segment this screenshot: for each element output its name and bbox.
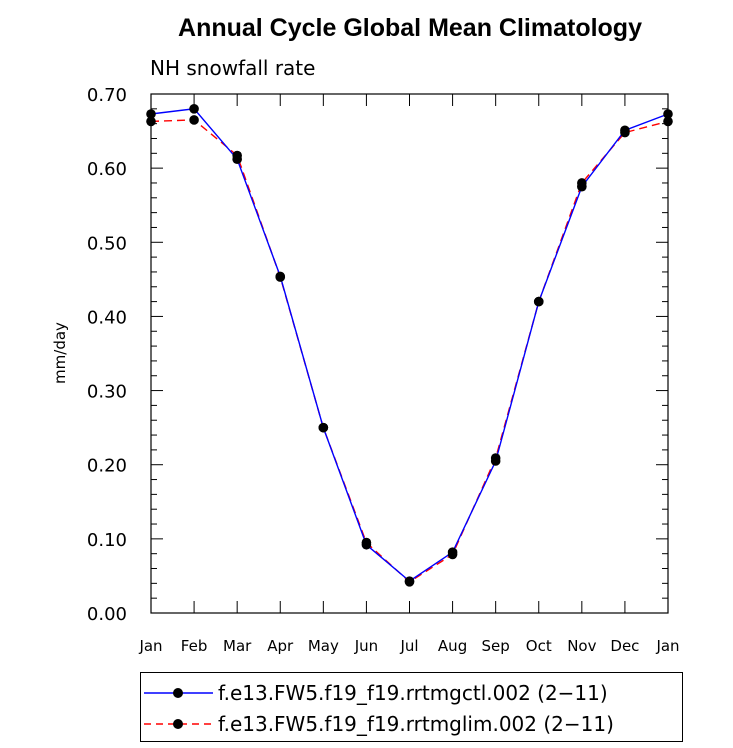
series-line-1 (150, 119, 669, 583)
data-point-s0 (146, 109, 156, 119)
series-group (146, 104, 673, 587)
x-tick-label: Mar (223, 637, 252, 655)
data-point-s1 (663, 116, 673, 127)
x-tick-label: Aug (438, 637, 467, 655)
y-tick-label: 0.70 (87, 85, 127, 106)
y-tick-label: 0.20 (87, 456, 127, 477)
data-point-s1 (620, 127, 630, 138)
x-tick-label: Jan (138, 637, 162, 655)
plot-frame (150, 93, 669, 614)
data-point-s1 (577, 178, 587, 188)
y-tick-labels: 0.00 0.10 0.20 0.30 0.40 0.50 0.60 0.70 (87, 85, 127, 625)
y-tick-label: 0.10 (87, 530, 127, 551)
data-point-s1 (232, 150, 242, 161)
x-tick-label: Nov (567, 637, 596, 655)
legend-marker-ctl (144, 688, 213, 698)
data-point-s0 (663, 109, 673, 119)
x-tick-label: Jan (655, 637, 679, 655)
line-chart: 0.00 0.10 0.20 0.30 0.40 0.50 0.60 0.70 Jan Feb M… (51, 85, 680, 655)
y-tick-label: 0.60 (87, 159, 127, 180)
x-tick-label: May (308, 637, 339, 655)
x-tick-label: Jul (399, 637, 418, 655)
axis-ticks (150, 93, 669, 614)
legend-item-lim: f.e13.FW5.f19_f19.rrtmglim.002 (2−11) (141, 709, 682, 737)
legend-label-lim: f.e13.FW5.f19_f19.rrtmglim.002 (2−11) (218, 712, 614, 736)
data-point-s1 (404, 577, 415, 587)
data-point-s1 (146, 116, 156, 127)
y-tick-label: 0.50 (87, 233, 127, 254)
data-point-s1 (447, 549, 458, 560)
x-tick-label: Oct (526, 637, 552, 655)
x-tick-labels: Jan Feb Mar Apr May Jun Jul Aug Sep Oct Nov Dec Jan (138, 637, 679, 655)
data-point-s1 (533, 296, 544, 307)
x-tick-label: Sep (482, 637, 510, 655)
x-tick-label: Apr (267, 637, 294, 655)
x-tick-label: Feb (181, 637, 208, 655)
chart-title: Annual Cycle Global Mean Climatology (178, 14, 642, 42)
data-point-s1 (361, 537, 372, 548)
x-tick-label: Jun (354, 637, 378, 655)
data-point-s1 (275, 272, 286, 282)
data-point-s0 (189, 104, 199, 114)
x-tick-label: Dec (610, 637, 639, 655)
legend-label-ctl: f.e13.FW5.f19_f19.rrtmgctl.002 (2−11) (218, 681, 608, 705)
y-tick-label: 0.40 (87, 307, 127, 328)
series-line-0 (150, 108, 669, 582)
data-point-s1 (318, 422, 329, 433)
y-axis-label: mm/day (51, 322, 69, 384)
legend-item-ctl: f.e13.FW5.f19_f19.rrtmgctl.002 (2−11) (141, 678, 682, 706)
legend: f.e13.FW5.f19_f19.rrtmgctl.002 (2−11) f.… (140, 672, 683, 742)
chart-subtitle: NH snowfall rate (150, 56, 316, 80)
y-tick-label: 0.30 (87, 382, 127, 403)
legend-marker-lim (144, 719, 213, 729)
data-point-s1 (490, 453, 501, 463)
y-tick-label: 0.00 (87, 604, 127, 625)
data-point-s1 (189, 115, 199, 125)
